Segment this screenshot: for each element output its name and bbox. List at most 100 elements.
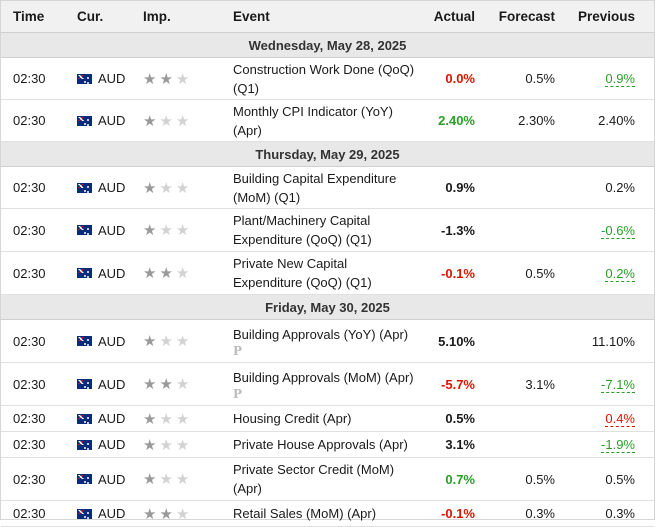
event-actual: -1.3% xyxy=(441,222,475,238)
calendar-body: Wednesday, May 28, 2025 02:30 AUD ★★★ Co… xyxy=(1,33,654,527)
star-icon: ★ xyxy=(159,471,176,488)
table-row[interactable]: 02:30 AUD ★★★ Monthly CPI Indicator (YoY… xyxy=(1,100,654,142)
star-icon: ★ xyxy=(159,410,176,428)
day-separator: Thursday, May 29, 2025 xyxy=(1,142,654,167)
header-event[interactable]: Event xyxy=(233,9,270,24)
event-name[interactable]: Building Approvals (YoY) (Apr) xyxy=(233,326,409,342)
header-currency[interactable]: Cur. xyxy=(77,9,104,24)
event-forecast: 0.3% xyxy=(525,506,555,521)
star-icon: ★ xyxy=(175,222,193,239)
event-currency: AUD xyxy=(77,437,143,452)
event-previous-cell: 0.4% xyxy=(555,411,635,427)
table-row[interactable]: 02:30 AUD ★★★ Private House Approvals (A… xyxy=(1,432,654,458)
event-actual: -0.1% xyxy=(441,265,475,281)
event-currency: AUD xyxy=(77,377,143,392)
event-previous: -0.6% xyxy=(601,222,635,239)
importance-stars: ★★★ xyxy=(143,436,233,454)
star-icon: ★ xyxy=(143,112,160,130)
event-name[interactable]: Retail Sales (MoM) (Apr) xyxy=(233,506,377,521)
currency-code: AUD xyxy=(98,113,126,128)
event-actual: 3.1% xyxy=(445,437,475,452)
importance-stars: ★★★ xyxy=(143,332,233,350)
event-actual: -0.1% xyxy=(441,506,475,521)
importance-stars: ★★★ xyxy=(143,179,233,197)
event-previous: 0.3% xyxy=(605,506,635,521)
importance-stars: ★★★ xyxy=(143,505,233,523)
star-icon: ★ xyxy=(159,333,176,350)
star-icon: ★ xyxy=(159,179,176,197)
event-currency: AUD xyxy=(77,223,143,238)
event-actual: 0.7% xyxy=(445,471,475,487)
star-icon: ★ xyxy=(143,410,160,428)
table-row[interactable]: 02:30 AUD ★★★ Building Approvals (YoY) (… xyxy=(1,320,654,363)
event-previous: 0.2% xyxy=(605,265,635,282)
australia-flag-icon xyxy=(77,73,92,84)
header-previous[interactable]: Previous xyxy=(577,9,635,24)
event-name[interactable]: Housing Credit (Apr) xyxy=(233,411,352,426)
event-forecast: 0.5% xyxy=(525,71,555,86)
event-time: 02:30 xyxy=(13,180,46,195)
currency-code: AUD xyxy=(98,71,126,86)
event-time: 02:30 xyxy=(13,506,46,521)
day-separator: Friday, May 30, 2025 xyxy=(1,295,654,320)
event-name[interactable]: Building Capital Expenditure (MoM) (Q1) xyxy=(233,170,397,205)
header-importance[interactable]: Imp. xyxy=(143,9,171,24)
importance-stars: ★★★ xyxy=(143,70,233,88)
event-previous: 0.9% xyxy=(605,71,635,87)
star-icon: ★ xyxy=(175,265,193,282)
event-name[interactable]: Construction Work Done (QoQ) (Q1) xyxy=(233,61,415,96)
event-name[interactable]: Plant/Machinery Capital Expenditure (QoQ… xyxy=(233,213,372,247)
event-name-cell: Retail Sales (MoM) (Apr) xyxy=(233,504,419,523)
australia-flag-icon xyxy=(77,474,92,484)
star-icon: ★ xyxy=(143,376,160,393)
table-row[interactable]: 02:30 AUD ★★★ Private New Capital Expend… xyxy=(1,252,654,295)
currency-code: AUD xyxy=(98,265,126,281)
event-previous-cell: -7.1% xyxy=(555,376,635,393)
event-previous-cell: 11.10% xyxy=(555,334,635,349)
currency-code: AUD xyxy=(98,222,126,238)
table-row[interactable]: 02:30 AUD ★★★ Housing Credit (Apr) 0.5% … xyxy=(1,406,654,432)
event-name[interactable]: Private House Approvals (Apr) xyxy=(233,437,408,452)
event-name[interactable]: Monthly CPI Indicator (YoY) (Apr) xyxy=(233,103,393,138)
star-icon: ★ xyxy=(175,410,193,428)
event-name[interactable]: Private Sector Credit (MoM) (Apr) xyxy=(233,462,395,496)
table-row[interactable]: 02:30 AUD ★★★ Plant/Machinery Capital Ex… xyxy=(1,209,654,252)
australia-flag-icon xyxy=(77,336,92,346)
star-icon: ★ xyxy=(175,471,193,488)
event-name[interactable]: Private New Capital Expenditure (QoQ) (Q… xyxy=(233,256,372,290)
event-actual: 0.9% xyxy=(445,180,475,195)
header-time[interactable]: Time xyxy=(13,9,45,24)
event-currency: AUD xyxy=(77,71,143,86)
event-previous: -7.1% xyxy=(601,376,635,393)
event-name[interactable]: Building Approvals (MoM) (Apr) xyxy=(233,369,414,385)
table-row[interactable]: 02:30 AUD ★★★ Building Approvals (MoM) (… xyxy=(1,363,654,406)
event-name-cell: Private House Approvals (Apr) xyxy=(233,435,419,454)
day-separator: Wednesday, May 28, 2025 xyxy=(1,33,654,58)
header-actual[interactable]: Actual xyxy=(433,9,475,24)
australia-flag-icon xyxy=(77,439,92,450)
event-actual: 0.0% xyxy=(445,71,475,86)
event-previous: 0.5% xyxy=(605,471,635,487)
event-time: 02:30 xyxy=(13,376,46,392)
currency-code: AUD xyxy=(98,376,126,392)
header-forecast[interactable]: Forecast xyxy=(498,9,555,24)
table-row[interactable]: 02:30 AUD ★★★ Building Capital Expenditu… xyxy=(1,167,654,209)
table-row[interactable]: 02:30 AUD ★★★ Retail Sales (MoM) (Apr) -… xyxy=(1,501,654,527)
event-name-cell: Building Approvals (MoM) (Apr) P xyxy=(233,368,419,401)
event-actual: 2.40% xyxy=(438,113,475,128)
importance-stars: ★★★ xyxy=(143,410,233,428)
star-icon: ★ xyxy=(175,70,193,88)
star-icon: ★ xyxy=(175,179,193,197)
star-icon: ★ xyxy=(159,70,176,88)
star-icon: ★ xyxy=(143,333,160,350)
table-row[interactable]: 02:30 AUD ★★★ Construction Work Done (Qo… xyxy=(1,58,654,100)
preliminary-p-icon[interactable]: P xyxy=(233,386,243,401)
event-name-cell: Construction Work Done (QoQ) (Q1) xyxy=(233,60,419,98)
star-icon: ★ xyxy=(143,436,160,454)
star-icon: ★ xyxy=(143,179,160,197)
star-icon: ★ xyxy=(175,436,193,454)
table-row[interactable]: 02:30 AUD ★★★ Private Sector Credit (MoM… xyxy=(1,458,654,501)
star-icon: ★ xyxy=(159,222,176,239)
preliminary-p-icon[interactable]: P xyxy=(233,343,243,358)
currency-code: AUD xyxy=(98,506,126,521)
